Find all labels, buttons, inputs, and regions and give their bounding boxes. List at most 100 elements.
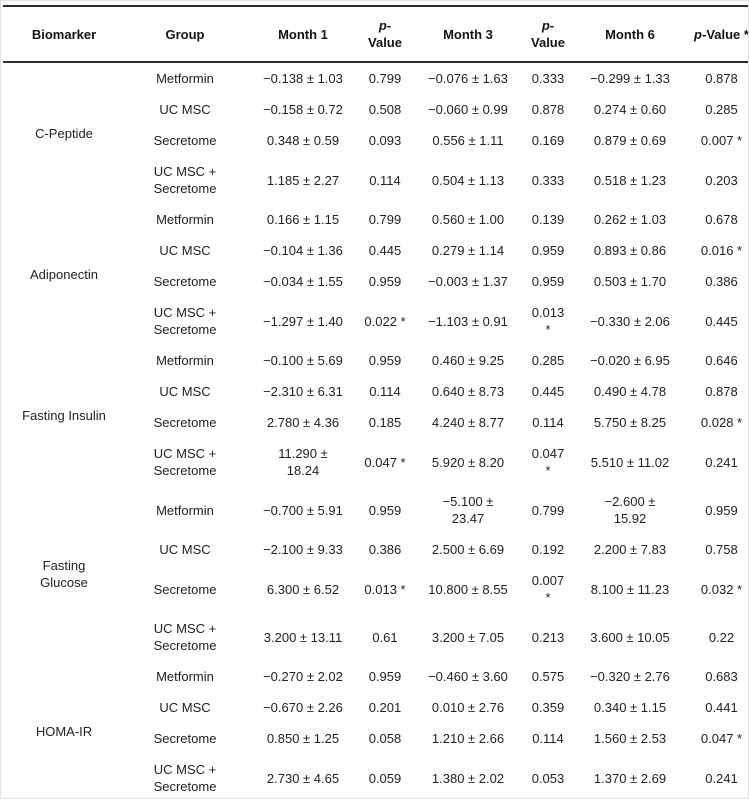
pvalue-month6: 0.683 bbox=[691, 661, 748, 692]
table-row: Secretome 0.348 ± 0.59 0.093 0.556 ± 1.11 0.… bbox=[3, 125, 748, 156]
pvalue-month3: 0.285 bbox=[527, 345, 569, 376]
month1-value: −0.670 ± 2.26 bbox=[245, 692, 361, 723]
group-cell: Secretome bbox=[125, 125, 245, 156]
month1-value: 2.730 ± 4.65 bbox=[245, 754, 361, 798]
group-cell: UC MSC + Secretome bbox=[125, 613, 245, 661]
pvalue-month1: 0.059 bbox=[361, 754, 409, 798]
table-row: UC MSC + Secretome 3.200 ± 13.11 0.61 3.200… bbox=[3, 613, 748, 661]
pvalue-month3: 0.333 bbox=[527, 62, 569, 94]
table-row: UC MSC −0.158 ± 0.72 0.508 −0.060 ± 0.99 0.8… bbox=[3, 94, 748, 125]
month3-value: 3.200 ± 7.05 bbox=[409, 613, 527, 661]
biomarker-cell: Fasting Glucose bbox=[3, 486, 125, 661]
col-header-biomarker: Biomarker bbox=[3, 6, 125, 63]
pvalue-month1: 0.799 bbox=[361, 62, 409, 94]
pvalue-month6: 0.241 bbox=[691, 754, 748, 798]
month6-value: −0.330 ± 2.06 bbox=[569, 297, 691, 345]
table-row: UC MSC −2.310 ± 6.31 0.114 0.640 ± 8.73 0.44… bbox=[3, 376, 748, 407]
month1-value: −0.138 ± 1.03 bbox=[245, 62, 361, 94]
table-row: Secretome −0.034 ± 1.55 0.959 −0.003 ± 1.37… bbox=[3, 266, 748, 297]
pvalue-month6: 0.047 * bbox=[691, 723, 748, 754]
month3-value: 4.240 ± 8.77 bbox=[409, 407, 527, 438]
month6-value: 5.750 ± 8.25 bbox=[569, 407, 691, 438]
month6-value: 1.560 ± 2.53 bbox=[569, 723, 691, 754]
pvalue-month3: 0.114 bbox=[527, 407, 569, 438]
pvalue-month6: 0.016 * bbox=[691, 235, 748, 266]
group-cell: UC MSC bbox=[125, 534, 245, 565]
month3-value: 0.279 ± 1.14 bbox=[409, 235, 527, 266]
col-header-group: Group bbox=[125, 6, 245, 63]
group-cell: UC MSC + Secretome bbox=[125, 156, 245, 204]
pvalue-month6: 0.959 bbox=[691, 486, 748, 534]
pvalue-month1: 0.799 bbox=[361, 204, 409, 235]
pvalue-month3: 0.169 bbox=[527, 125, 569, 156]
pvalue-month6: 0.878 bbox=[691, 376, 748, 407]
pvalue-month3: 0.053 bbox=[527, 754, 569, 798]
pvalue-month6: 0.441 bbox=[691, 692, 748, 723]
pvalue-month1: 0.61 bbox=[361, 613, 409, 661]
month6-value: 1.370 ± 2.69 bbox=[569, 754, 691, 798]
month1-value: −0.104 ± 1.36 bbox=[245, 235, 361, 266]
table-row: UC MSC + Secretome 2.730 ± 4.65 0.059 1.380… bbox=[3, 754, 748, 798]
pvalue-month1: 0.959 bbox=[361, 661, 409, 692]
month3-value: 0.010 ± 2.76 bbox=[409, 692, 527, 723]
month6-value: 2.200 ± 7.83 bbox=[569, 534, 691, 565]
col-header-pvalue-month6: p-Value * bbox=[691, 6, 748, 63]
group-cell: UC MSC bbox=[125, 94, 245, 125]
month3-value: 0.460 ± 9.25 bbox=[409, 345, 527, 376]
table-row: HOMA-IR Metformin −0.270 ± 2.02 0.959 −0.460… bbox=[3, 661, 748, 798]
pvalue-month6: 0.646 bbox=[691, 345, 748, 376]
pvalue-month1: 0.959 bbox=[361, 266, 409, 297]
table-row: Fasting Glucose Metformin −0.700 ± 5.91 0.9… bbox=[3, 486, 748, 661]
month3-value: 1.210 ± 2.66 bbox=[409, 723, 527, 754]
biomarker-cell: Adiponectin bbox=[3, 204, 125, 345]
month1-value: 11.290 ± 18.24 bbox=[245, 438, 361, 486]
pvalue-month3: 0.007 * bbox=[527, 565, 569, 613]
month3-value: 0.556 ± 1.11 bbox=[409, 125, 527, 156]
pvalue-month1: 0.185 bbox=[361, 407, 409, 438]
col-header-month6: Month 6 bbox=[569, 6, 691, 63]
month3-value: 2.500 ± 6.69 bbox=[409, 534, 527, 565]
pvalue-month3: 0.359 bbox=[527, 692, 569, 723]
group-cell: Metformin bbox=[125, 204, 245, 235]
month1-value: 2.780 ± 4.36 bbox=[245, 407, 361, 438]
pvalue-month3: 0.445 bbox=[527, 376, 569, 407]
pvalue-month1: 0.959 bbox=[361, 486, 409, 534]
italic-p-glyph: p bbox=[694, 26, 702, 42]
pvalue-month6: 0.007 * bbox=[691, 125, 748, 156]
month3-value: −1.103 ± 0.91 bbox=[409, 297, 527, 345]
pvalue-month1: 0.058 bbox=[361, 723, 409, 754]
pvalue-month3: 0.114 bbox=[527, 723, 569, 754]
italic-p-glyph: p bbox=[378, 18, 387, 33]
pvalue-month3: 0.013 * bbox=[527, 297, 569, 345]
pvalue-month3: 0.799 bbox=[527, 486, 569, 534]
month6-value: −2.600 ± 15.92 bbox=[569, 486, 691, 534]
month1-value: −0.100 ± 5.69 bbox=[245, 345, 361, 376]
month1-value: −0.700 ± 5.91 bbox=[245, 486, 361, 534]
month3-value: 0.504 ± 1.13 bbox=[409, 156, 527, 204]
pvalue-month6: 0.032 * bbox=[691, 565, 748, 613]
group-cell: Metformin bbox=[125, 486, 245, 534]
month6-value: −0.020 ± 6.95 bbox=[569, 345, 691, 376]
table-row: C-Peptide Metformin −0.138 ± 1.03 0.799 −0.0… bbox=[3, 62, 748, 204]
pvalue-month3: 0.959 bbox=[527, 235, 569, 266]
pvalue-month1: 0.047 * bbox=[361, 438, 409, 486]
group-cell: Metformin bbox=[125, 661, 245, 692]
pvalue-month6: 0.22 bbox=[691, 613, 748, 661]
header-row: Biomarker Group Month 1 p-Value Month 3 … bbox=[3, 6, 748, 63]
month3-value: 0.560 ± 1.00 bbox=[409, 204, 527, 235]
group-cell: UC MSC bbox=[125, 376, 245, 407]
month3-value: −0.003 ± 1.37 bbox=[409, 266, 527, 297]
pvalue-month1: 0.508 bbox=[361, 94, 409, 125]
month1-value: 0.166 ± 1.15 bbox=[245, 204, 361, 235]
table-row: UC MSC −0.104 ± 1.36 0.445 0.279 ± 1.14 0.95… bbox=[3, 235, 748, 266]
month1-value: 0.850 ± 1.25 bbox=[245, 723, 361, 754]
month3-value: 10.800 ± 8.55 bbox=[409, 565, 527, 613]
pvalue-month3: 0.047 * bbox=[527, 438, 569, 486]
month1-value: 0.348 ± 0.59 bbox=[245, 125, 361, 156]
pvalue-month3: 0.959 bbox=[527, 266, 569, 297]
month6-value: 3.600 ± 10.05 bbox=[569, 613, 691, 661]
col-header-pvalue-month1: p-Value bbox=[361, 6, 409, 63]
table-body: C-Peptide Metformin −0.138 ± 1.03 0.799 −0.0… bbox=[3, 62, 748, 798]
pvalue-month6: 0.878 bbox=[691, 62, 748, 94]
